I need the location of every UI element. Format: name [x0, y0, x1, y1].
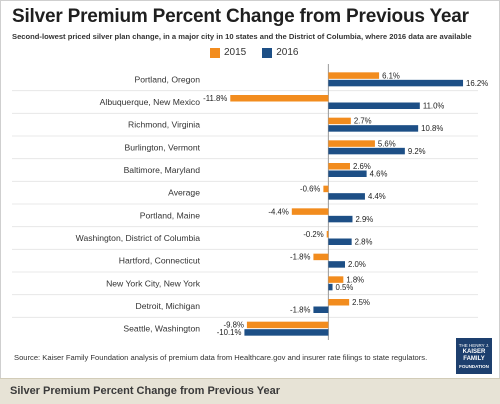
- bar-2016: [244, 329, 329, 336]
- chart-subtitle: Second-lowest priced silver plan change,…: [12, 32, 472, 41]
- bar-2015: [328, 276, 344, 283]
- data-label-2015: 6.1%: [382, 71, 400, 80]
- bar-chart: Portland, Oregon 6.1% 16.2% Albuquerque, Ne…: [12, 64, 488, 340]
- legend-swatch-2016: [262, 47, 273, 58]
- kff-logo: THE HENRY J. KAISER FAMILY FOUNDATION: [456, 338, 492, 374]
- bar-2016: [328, 193, 365, 200]
- data-label-2016: 0.5%: [336, 283, 354, 292]
- bar-2016: [328, 102, 420, 109]
- data-label-2016: 16.2%: [466, 79, 488, 88]
- bar-2016: [328, 170, 367, 177]
- logo-line: FOUNDATION: [459, 364, 489, 369]
- data-label-2016: 11.0%: [423, 102, 445, 111]
- category-label: Washington, District of Columbia: [76, 233, 201, 243]
- bar-2015: [328, 140, 375, 147]
- bar-2015: [230, 95, 329, 102]
- data-label-2016: 2.0%: [348, 260, 366, 269]
- caption-text: Silver Premium Percent Change from Previ…: [10, 385, 281, 397]
- data-label-2015: -0.2%: [303, 230, 323, 239]
- data-label-2015: -4.4%: [268, 207, 288, 216]
- logo-line: FAMILY: [463, 356, 485, 362]
- chart-title: Silver Premium Percent Change from Previ…: [12, 6, 469, 27]
- bar-2016: [328, 238, 352, 245]
- data-label-2015: 2.7%: [354, 117, 372, 126]
- data-label-2015: -1.8%: [290, 253, 310, 262]
- legend: 2015 2016: [210, 47, 309, 58]
- legend-swatch-2015: [210, 47, 220, 58]
- legend-item-2015: 2015: [210, 47, 246, 58]
- bar-2015: [326, 231, 329, 238]
- legend-label-2015: 2015: [224, 47, 247, 58]
- logo-line: KAISER: [462, 349, 486, 355]
- data-label-2015: -9.8%: [224, 321, 244, 330]
- category-label: Hartford, Connecticut: [119, 256, 201, 266]
- data-label-2016: 9.2%: [408, 147, 426, 156]
- data-label-2015: -11.8%: [203, 94, 227, 103]
- data-label-2015: 1.8%: [346, 275, 364, 284]
- data-label-2015: 5.6%: [378, 139, 396, 148]
- bar-2016: [328, 147, 405, 155]
- category-label: Portland, Oregon: [135, 74, 201, 84]
- bar-2015: [328, 117, 351, 125]
- data-label-2015: 2.6%: [353, 162, 371, 171]
- data-label-2015: 2.5%: [352, 298, 370, 307]
- bar-2016: [328, 215, 353, 223]
- legend-label-2016: 2016: [276, 47, 299, 58]
- category-label: Burlington, Vermont: [125, 142, 201, 152]
- category-label: Detroit, Michigan: [136, 301, 201, 311]
- data-label-2015: -0.6%: [300, 185, 320, 194]
- data-label-2016: 4.4%: [368, 192, 386, 201]
- bar-2015: [323, 185, 329, 193]
- bar-2016: [328, 261, 345, 268]
- bar-2016: [328, 79, 464, 87]
- category-label: New York City, New York: [106, 278, 201, 288]
- source-note: Source: Kaiser Family Foundation analysi…: [14, 353, 428, 362]
- logo-line: THE HENRY J.: [458, 343, 490, 348]
- category-label: Portland, Maine: [140, 210, 200, 220]
- data-label-2016: -10.1%: [217, 328, 242, 337]
- legend-item-2016: 2016: [262, 47, 299, 58]
- data-label-2016: -1.8%: [290, 306, 310, 315]
- category-label: Richmond, Virginia: [128, 120, 200, 130]
- bar-2015: [328, 72, 380, 79]
- category-label: Seattle, Washington: [123, 324, 200, 334]
- data-label-2016: 2.8%: [355, 238, 373, 247]
- bar-2015: [291, 208, 329, 215]
- bar-2015: [313, 253, 329, 261]
- data-label-2016: 10.8%: [421, 124, 443, 133]
- bar-2016: [313, 306, 329, 313]
- bar-2016: [328, 283, 333, 291]
- caption-bar: Silver Premium Percent Change from Previ…: [0, 378, 500, 404]
- bar-2015: [328, 163, 350, 170]
- data-label-2016: 2.9%: [355, 215, 373, 224]
- data-label-2016: 4.6%: [370, 170, 388, 179]
- bar-2015: [246, 321, 329, 329]
- category-label: Albuquerque, New Mexico: [100, 97, 201, 107]
- bar-2015: [328, 299, 350, 306]
- category-label: Average: [168, 188, 200, 198]
- bar-2016: [328, 125, 419, 132]
- category-label: Baltimore, Maryland: [124, 165, 201, 175]
